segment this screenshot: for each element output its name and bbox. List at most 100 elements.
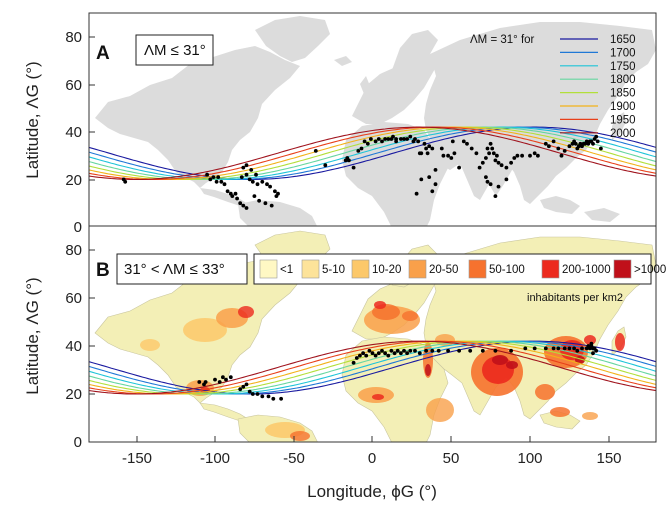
xtick-50: 50 [443, 450, 460, 467]
panel-a: 0 20 40 60 80 Latitude, ΛG (°) A ΛM ≤ 31… [23, 12, 657, 236]
isoline-a-2000 [89, 126, 656, 180]
point-b-33 [399, 351, 403, 356]
point-a-24 [268, 184, 272, 189]
point-a-31 [276, 191, 280, 196]
a-ytick-60: 60 [65, 77, 82, 94]
point-a-34 [249, 168, 254, 172]
point-b-4 [217, 380, 222, 384]
density-swatch-3 [408, 259, 427, 279]
point-a-14 [238, 201, 243, 206]
point-b-45 [480, 348, 485, 353]
x-label: Longitude, ϕG (°) [307, 482, 437, 501]
point-b-22 [364, 353, 369, 358]
point-b-49 [532, 346, 537, 351]
point-a-4 [211, 175, 216, 180]
panel-a-map [89, 16, 656, 227]
point-b-43 [457, 348, 461, 353]
point-b-38 [417, 351, 422, 356]
panel-b-letter: B [96, 260, 110, 281]
legend-title: ΛM = 31° for [470, 34, 535, 46]
point-a-99 [484, 175, 488, 180]
isoline-a-1950 [89, 126, 656, 180]
b-ytick-0: 0 [74, 434, 82, 451]
point-a-11 [230, 194, 235, 199]
legend-year-1750: 1750 [610, 61, 636, 73]
xtick-100: 100 [517, 450, 542, 467]
point-b-30 [389, 348, 394, 353]
point-a-55 [399, 137, 403, 141]
panel-b-isolines [89, 340, 656, 395]
legend-year-1900: 1900 [610, 101, 636, 113]
point-b-20 [358, 353, 362, 358]
density-label-5: 200-1000 [562, 264, 611, 276]
point-a-68 [430, 146, 435, 151]
panel-a-yaxis: 0 20 40 60 80 [65, 29, 95, 236]
density-label-1: 5-10 [322, 264, 345, 276]
point-a-29 [263, 201, 268, 206]
point-a-27 [252, 194, 257, 199]
point-a-7 [219, 179, 224, 184]
point-a-96 [515, 153, 520, 158]
point-a-25 [273, 189, 277, 194]
point-a-16 [244, 206, 249, 210]
point-a-94 [509, 160, 513, 165]
panel-a-letter: A [96, 43, 110, 64]
point-a-103 [493, 194, 498, 199]
point-b-0 [197, 380, 202, 384]
point-a-47 [376, 137, 381, 141]
point-a-15 [241, 203, 246, 208]
point-a-13 [235, 196, 240, 201]
point-a-102 [496, 184, 501, 189]
isoline-a-1900 [89, 126, 656, 180]
point-a-32 [241, 165, 246, 170]
point-b-65 [591, 351, 595, 356]
point-a-129 [591, 141, 595, 146]
point-a-74 [450, 139, 455, 144]
density-swatch-4 [468, 259, 487, 279]
point-a-22 [260, 179, 265, 184]
point-a-134 [528, 153, 532, 158]
density-label-0: <1 [280, 264, 293, 276]
density-swatch-5 [541, 259, 560, 279]
point-b-29 [386, 353, 391, 358]
point-b-10 [244, 382, 249, 387]
point-b-39 [424, 348, 428, 353]
point-b-5 [221, 375, 225, 380]
point-a-112 [556, 146, 561, 151]
point-a-91 [496, 160, 501, 165]
point-a-92 [499, 163, 504, 168]
panel-a-condition-box [135, 34, 214, 66]
isoline-b-1950 [89, 340, 656, 395]
point-b-18 [351, 360, 356, 365]
b-ytick-80: 80 [65, 242, 82, 259]
point-a-40 [347, 158, 351, 163]
point-b-31 [392, 351, 397, 356]
a-ytick-20: 20 [65, 172, 82, 189]
point-b-50 [543, 346, 548, 351]
point-a-85 [487, 151, 491, 156]
point-a-93 [504, 165, 509, 170]
b-ytick-60: 60 [65, 290, 82, 307]
point-b-7 [228, 375, 233, 380]
point-a-107 [419, 177, 424, 182]
panel-b-condition-text: 31° < ΛM ≤ 33° [124, 261, 225, 278]
point-a-58 [408, 134, 413, 139]
point-a-41 [356, 149, 361, 153]
panel-b-ylabel: Latitude, ΛG (°) [23, 277, 42, 394]
point-a-100 [485, 179, 490, 184]
point-b-54 [567, 346, 572, 351]
point-a-48 [380, 139, 384, 144]
point-a-115 [567, 144, 572, 149]
point-a-63 [419, 151, 424, 156]
panel-a-ylabel: Latitude, ΛG (°) [23, 61, 42, 178]
point-a-65 [424, 146, 428, 151]
point-b-53 [562, 346, 567, 351]
point-b-2 [203, 380, 208, 384]
point-b-42 [446, 348, 450, 353]
xtick-0: 0 [368, 450, 376, 467]
density-swatch-2 [351, 259, 370, 279]
point-a-106 [427, 175, 432, 180]
point-a-81 [477, 165, 482, 170]
point-a-88 [491, 151, 496, 156]
